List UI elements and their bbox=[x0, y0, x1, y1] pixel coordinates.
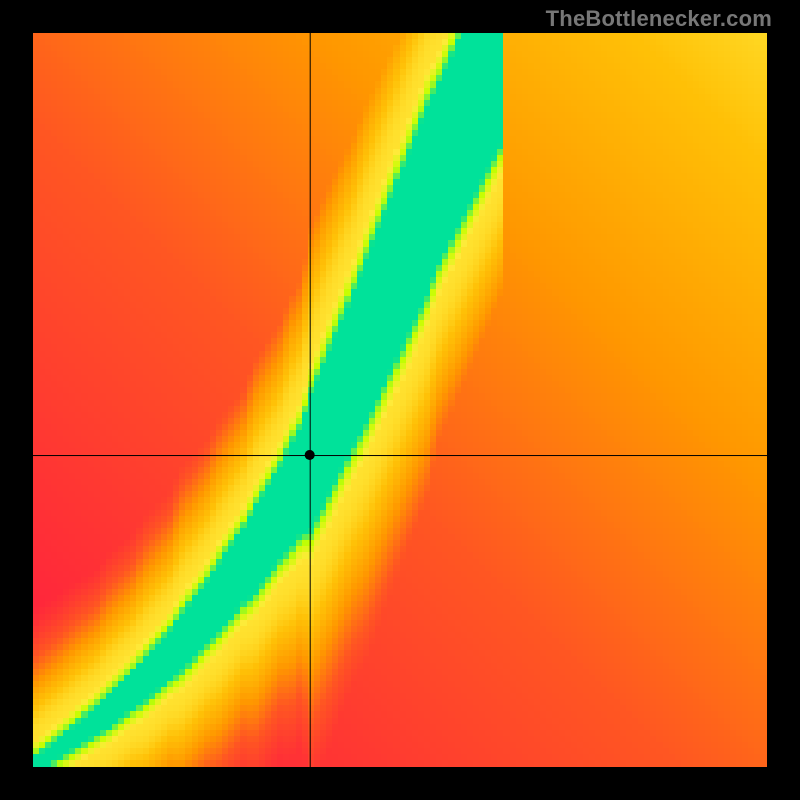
watermark-text: TheBottlenecker.com bbox=[546, 6, 772, 32]
heatmap-canvas bbox=[33, 33, 767, 767]
chart-container: TheBottlenecker.com bbox=[0, 0, 800, 800]
